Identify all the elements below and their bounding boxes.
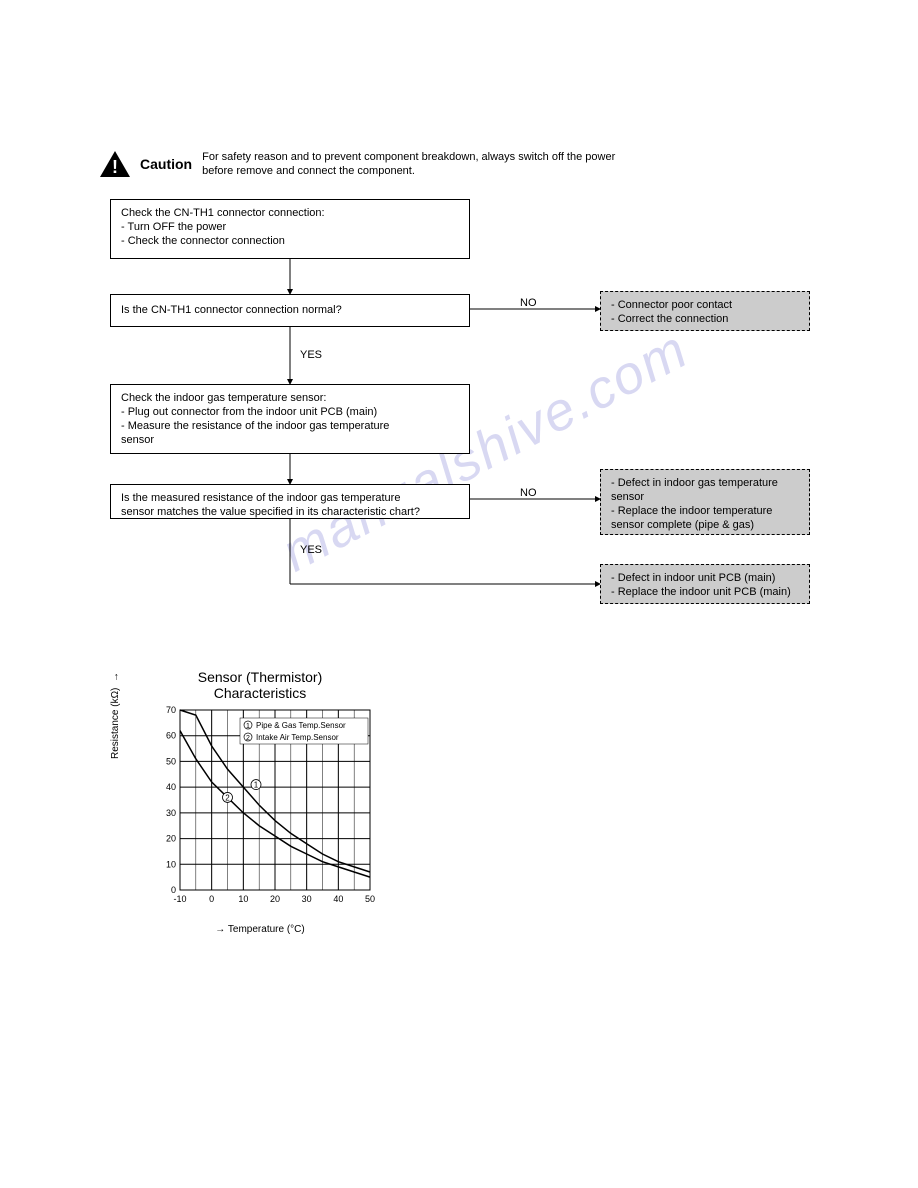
svg-text:1: 1: [246, 723, 250, 730]
box-b-l1: Is the CN-TH1 connector connection norma…: [121, 303, 342, 317]
label-yes-2: YES: [300, 544, 322, 556]
box-d-l1: Is the measured resistance of the indoor…: [121, 491, 459, 505]
chart-title-l2: Characteristics: [214, 685, 307, 701]
box-resistance-match: Is the measured resistance of the indoor…: [110, 484, 470, 519]
svg-text:!: !: [112, 157, 118, 177]
svg-text:20: 20: [166, 833, 176, 843]
box-a-l3: - Check the connector connection: [121, 234, 459, 248]
label-no-2: NO: [520, 487, 537, 499]
svg-text:20: 20: [270, 894, 280, 904]
y-label-text: Resistance (kΩ): [110, 687, 121, 758]
svg-text:70: 70: [166, 705, 176, 715]
result-sensor-defect: - Defect in indoor gas temperature senso…: [600, 469, 810, 535]
result-b-l1: - Connector poor contact: [611, 298, 799, 312]
result-e-l2: - Replace the indoor unit PCB (main): [611, 585, 799, 599]
flowchart: NO YES NO YES Check the CN-TH1 connector…: [100, 199, 840, 659]
svg-text:30: 30: [166, 807, 176, 817]
svg-text:40: 40: [333, 894, 343, 904]
svg-text:2: 2: [246, 735, 250, 742]
warning-triangle-icon: !: [100, 151, 130, 177]
result-e-l1: - Defect in indoor unit PCB (main): [611, 571, 799, 585]
chart-title: Sensor (Thermistor) Characteristics: [150, 669, 370, 701]
svg-text:-10: -10: [173, 894, 186, 904]
result-connector-poor: - Connector poor contact - Correct the c…: [600, 291, 810, 331]
caution-label: Caution: [140, 156, 192, 172]
svg-text:0: 0: [171, 885, 176, 895]
x-label-text: Temperature (°C): [228, 924, 305, 935]
box-check-connector: Check the CN-TH1 connector connection: -…: [110, 199, 470, 259]
result-pcb-defect: - Defect in indoor unit PCB (main) - Rep…: [600, 564, 810, 604]
label-no-1: NO: [520, 297, 537, 309]
box-c-l1: Check the indoor gas temperature sensor:: [121, 391, 459, 405]
thermistor-chart: Sensor (Thermistor) Characteristics Resi…: [150, 669, 858, 935]
result-d-l2: - Replace the indoor temperature sensor …: [611, 504, 799, 533]
caution-block: ! Caution For safety reason and to preve…: [100, 150, 858, 179]
box-d-l2: sensor matches the value specified in it…: [121, 505, 459, 519]
result-b-l2: - Correct the connection: [611, 312, 799, 326]
box-a-l2: - Turn OFF the power: [121, 220, 459, 234]
svg-text:1: 1: [254, 780, 259, 789]
chart-title-l1: Sensor (Thermistor): [198, 669, 322, 685]
svg-text:0: 0: [209, 894, 214, 904]
svg-text:50: 50: [166, 756, 176, 766]
chart-x-label: → Temperature (°C): [150, 924, 370, 935]
svg-text:50: 50: [365, 894, 375, 904]
svg-text:Pipe & Gas Temp.Sensor: Pipe & Gas Temp.Sensor: [256, 721, 346, 730]
svg-text:Intake Air Temp.Sensor: Intake Air Temp.Sensor: [256, 733, 339, 742]
svg-text:40: 40: [166, 782, 176, 792]
result-d-l1: - Defect in indoor gas temperature senso…: [611, 476, 799, 505]
box-check-sensor: Check the indoor gas temperature sensor:…: [110, 384, 470, 454]
box-connector-normal: Is the CN-TH1 connector connection norma…: [110, 294, 470, 327]
svg-text:10: 10: [238, 894, 248, 904]
svg-text:10: 10: [166, 859, 176, 869]
box-c-l2: - Plug out connector from the indoor uni…: [121, 405, 459, 419]
chart-y-label: Resistance (kΩ) →: [110, 672, 121, 759]
box-c-l4: sensor: [121, 433, 459, 447]
caution-text: For safety reason and to prevent compone…: [202, 150, 632, 179]
box-c-l3: - Measure the resistance of the indoor g…: [121, 419, 459, 433]
svg-text:2: 2: [225, 793, 230, 802]
chart-svg: -10010203040500102030405060701Pipe & Gas…: [150, 705, 400, 915]
label-yes-1: YES: [300, 349, 322, 361]
svg-text:30: 30: [302, 894, 312, 904]
box-a-l1: Check the CN-TH1 connector connection:: [121, 206, 459, 220]
svg-text:60: 60: [166, 730, 176, 740]
